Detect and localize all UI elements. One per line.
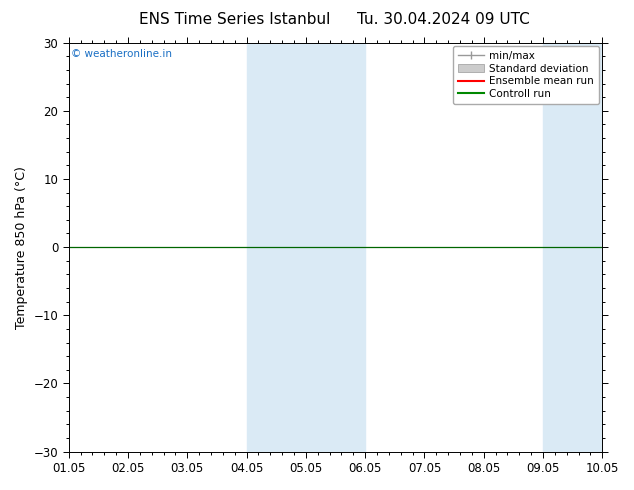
Legend: min/max, Standard deviation, Ensemble mean run, Controll run: min/max, Standard deviation, Ensemble me… [453, 46, 599, 104]
Bar [247, 43, 365, 452]
Text: ENS Time Series Istanbul: ENS Time Series Istanbul [139, 12, 330, 27]
Text: Tu. 30.04.2024 09 UTC: Tu. 30.04.2024 09 UTC [358, 12, 530, 27]
Text: © weatheronline.in: © weatheronline.in [72, 49, 172, 59]
Bar [543, 43, 634, 452]
Y-axis label: Temperature 850 hPa (°C): Temperature 850 hPa (°C) [15, 166, 28, 328]
